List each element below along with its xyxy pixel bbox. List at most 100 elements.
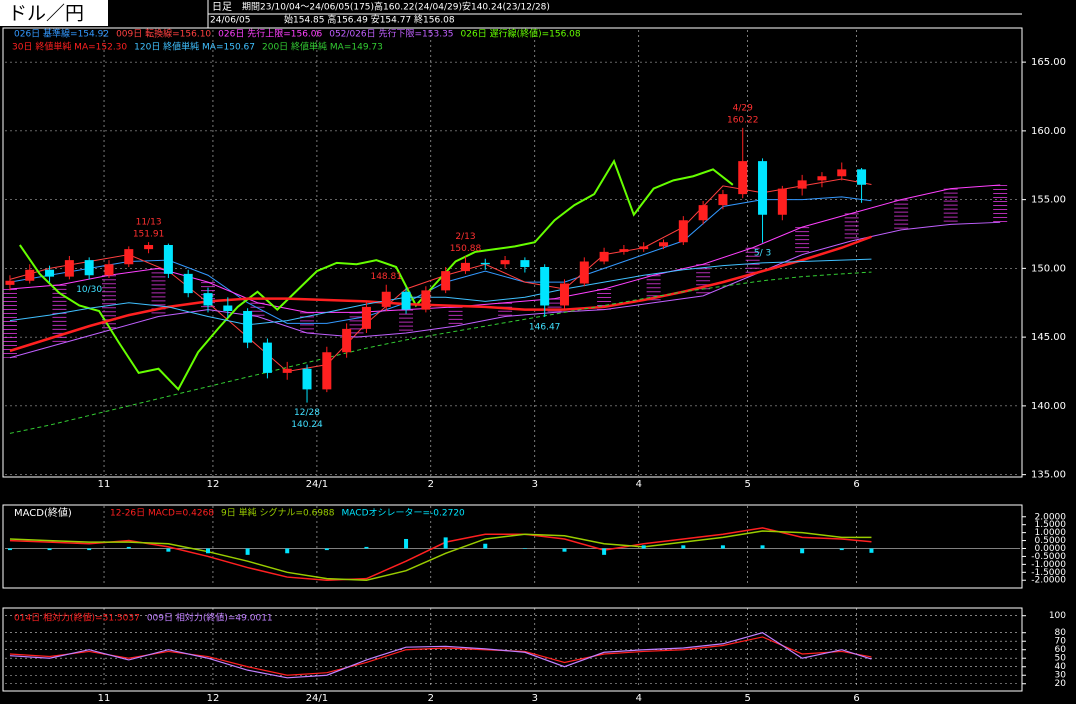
candle-body (857, 169, 867, 185)
histogram-bar (681, 545, 686, 549)
candle-body (441, 271, 451, 291)
y-tick-label: 1.5000 (1035, 520, 1067, 530)
legend-entry: 026日 基準線=154.92 (14, 28, 109, 40)
candle-body (381, 291, 391, 307)
candle-body (361, 306, 371, 329)
series-line (9, 527, 872, 581)
annotation: 2/13 (455, 232, 475, 242)
annotation: 4/29 (733, 103, 753, 113)
y-tick-label: -1.5000 (1031, 568, 1066, 578)
series-line (9, 235, 872, 353)
x-tick-label: 4 (636, 479, 642, 490)
candle-body (619, 249, 629, 252)
x-tick-label: 24/1 (306, 693, 328, 704)
candle-body (262, 342, 272, 373)
y-tick-label: 145.00 (1031, 332, 1066, 343)
series-line (9, 632, 872, 679)
series-line (9, 271, 872, 434)
candle-body (144, 245, 154, 250)
legend-entry: 009日 転換線=156.10 (116, 28, 211, 40)
candle-body (777, 188, 787, 215)
symbol-box (0, 0, 108, 26)
candle-body (104, 264, 114, 276)
candle-body (559, 283, 569, 306)
histogram-bar (285, 548, 290, 554)
candle-body (698, 205, 708, 221)
histogram-bar (47, 548, 52, 551)
candle-body (817, 176, 827, 181)
annotation: 151.91 (133, 230, 165, 240)
period: 期間23/10/04～24/06/05(175)高160.22(24/04/29… (242, 1, 550, 13)
histogram-bar (869, 548, 874, 553)
histogram-bar (800, 548, 805, 554)
histogram-bar (483, 543, 488, 549)
legend-entry: 026日 先行上限=156.06 (218, 28, 322, 40)
y-tick-label: 150.00 (1031, 263, 1066, 274)
candle-body (401, 291, 411, 310)
candle-body (599, 251, 609, 262)
x-tick-label: 24/1 (306, 479, 328, 490)
histogram-bar (245, 548, 250, 555)
candle-body (203, 293, 213, 306)
histogram-bar (364, 546, 369, 549)
histogram-bar (760, 545, 765, 549)
series-line (9, 636, 872, 676)
x-tick-label: 3 (532, 693, 538, 704)
histogram-bar (126, 546, 131, 549)
y-tick-label: -1.0000 (1031, 560, 1066, 570)
y-tick-label: 2.0000 (1035, 512, 1067, 522)
y-tick-label: 100 (1049, 611, 1066, 621)
histogram-bar (7, 548, 12, 551)
panel-title: MACD(終値) (14, 506, 72, 519)
histogram-bar (839, 548, 844, 551)
annotation: 140.24 (291, 420, 323, 430)
legend-entry: MACDオシレーター=-0.2720 (342, 508, 466, 519)
candle-body (421, 290, 431, 310)
y-tick-label: 1.0000 (1035, 528, 1067, 538)
candle-body (460, 262, 470, 272)
legend-entry: 200日 終値単純 MA=149.73 (262, 41, 383, 53)
series-line (9, 530, 872, 581)
histogram-bar (562, 548, 567, 552)
legend-entry: 026日 遅行線(終値)=156.08 (461, 28, 581, 40)
y-tick-label: 135.00 (1031, 470, 1066, 481)
candle-body (718, 194, 728, 206)
histogram-bar (443, 537, 448, 549)
histogram-bar (641, 545, 646, 549)
price-panel (2, 27, 1023, 478)
y-tick-label: 60 (1055, 645, 1067, 655)
candle-body (45, 269, 55, 277)
candle-body (678, 220, 688, 243)
y-tick-label: 30 (1055, 671, 1067, 681)
y-tick-label: 0.5000 (1035, 536, 1067, 546)
annotation: 10/30 (76, 285, 102, 295)
symbol: ドル／円 (8, 3, 84, 25)
series-line (9, 221, 1001, 359)
candle-body (500, 260, 510, 265)
x-tick-label: 12 (207, 479, 220, 490)
candle-body (659, 242, 669, 247)
y-tick-label: 20 (1055, 679, 1067, 689)
y-tick-label: 140.00 (1031, 401, 1066, 412)
candle-body (579, 261, 589, 284)
y-tick-label: 40 (1055, 662, 1067, 672)
x-tick-label: 5 (744, 693, 750, 704)
legend-entry: 009日 相対力(終値)=49.0011 (147, 612, 273, 624)
legend-entry: 9日 単純 シグナル=0.6988 (221, 507, 335, 519)
histogram-bar (522, 548, 527, 549)
legend-entry: 052/026日 先行下限=153.35 (329, 28, 453, 40)
candle-body (282, 368, 292, 373)
annotation: 160.22 (727, 115, 759, 125)
candle-body (25, 269, 35, 281)
y-tick-label: 165.00 (1031, 57, 1066, 68)
x-tick-label: 2 (428, 479, 434, 490)
candle-body (480, 262, 490, 265)
histogram-bar (87, 548, 92, 551)
y-tick-label: 0.0000 (1035, 544, 1067, 554)
date: 24/06/05 (210, 16, 250, 26)
histogram-bar (602, 548, 607, 555)
candle-body (124, 249, 134, 265)
candle-body (738, 161, 748, 195)
candle-body (758, 161, 768, 215)
